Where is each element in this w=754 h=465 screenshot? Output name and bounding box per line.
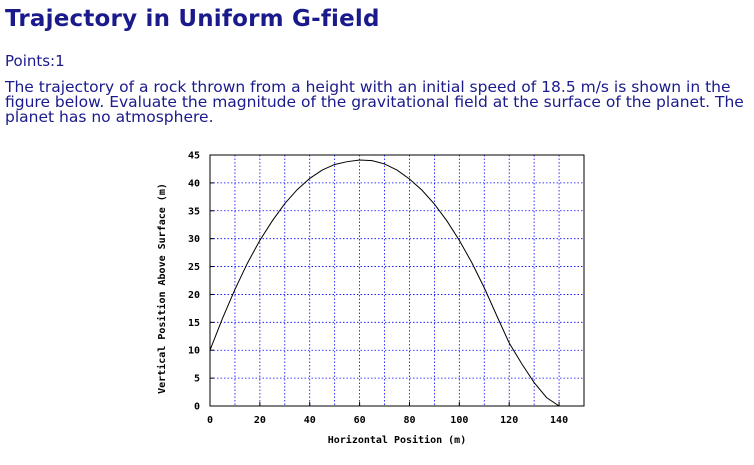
y-tick-label: 25: [188, 262, 200, 273]
x-tick-label: 40: [304, 415, 316, 426]
trajectory-chart-svg: 0 20 40 60 80 100 120 140 0 5 10 15 20 25 30 35 40 45 Hor…: [156, 151, 585, 446]
x-tick-label: 140: [550, 415, 568, 426]
x-tick-label: 20: [254, 415, 266, 426]
y-tick-label: 45: [188, 151, 200, 162]
x-tick-label: 0: [207, 415, 213, 426]
page-title: Trajectory in Uniform G-field: [5, 6, 380, 32]
plot-frame: [209, 154, 585, 407]
y-tick-label: 10: [188, 346, 200, 357]
trajectory-chart: 0 20 40 60 80 100 120 140 0 5 10 15 20 25 30 35 40 45 Hor…: [150, 145, 590, 455]
x-tick-label: 100: [450, 415, 468, 426]
points-line: Points:1: [5, 52, 65, 70]
y-tick-label: 20: [188, 290, 200, 301]
y-tick-label: 40: [188, 178, 200, 189]
x-tick-label: 60: [354, 415, 366, 426]
points-label: Points:: [5, 52, 56, 70]
y-tick-label: 30: [188, 234, 200, 245]
y-tick-label: 35: [188, 206, 200, 217]
trajectory-line: [209, 159, 560, 407]
y-axis-label: Vertical Position Above Surface (m): [156, 183, 168, 394]
points-value: 1: [55, 52, 65, 70]
question-text: The trajectory of a rock thrown from a h…: [5, 78, 744, 126]
x-axis-label: Horizontal Position (m): [328, 434, 466, 446]
y-tick-label: 15: [188, 318, 200, 329]
x-tick-label: 80: [403, 415, 415, 426]
y-tick-label: 0: [194, 402, 200, 413]
x-tick-label: 120: [500, 415, 518, 426]
y-tick-label: 5: [194, 374, 200, 385]
